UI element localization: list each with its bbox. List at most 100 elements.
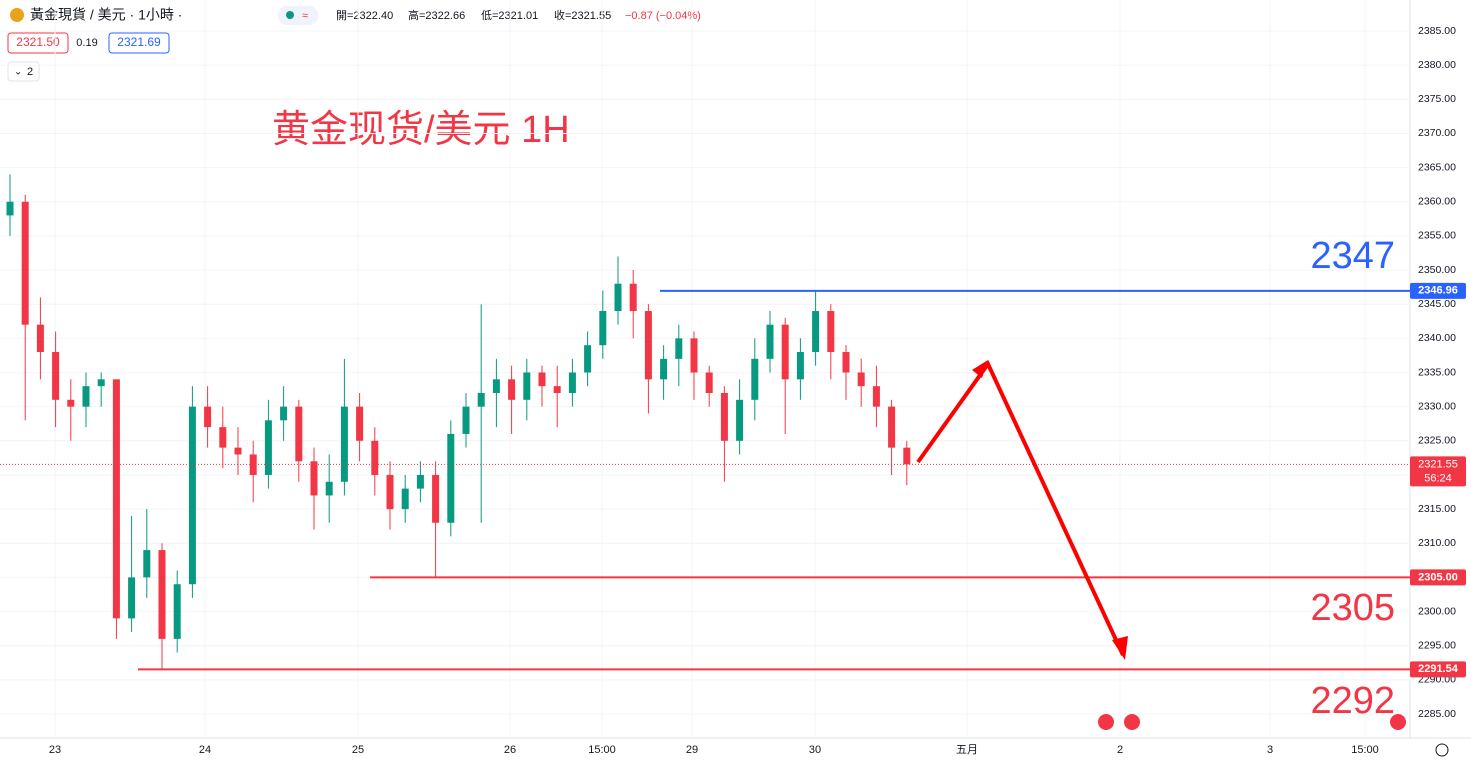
- candle-body: [219, 427, 227, 448]
- candle-body: [386, 474, 394, 510]
- ask-box[interactable]: [108, 32, 170, 54]
- candle-body: [264, 420, 272, 475]
- candle-body: [21, 201, 29, 325]
- candle-body: [371, 440, 379, 475]
- candle-body: [720, 392, 728, 441]
- y-tick-label: 2335.00: [1418, 366, 1456, 378]
- candle-body: [644, 311, 652, 380]
- candle-body: [492, 379, 500, 393]
- y-tick-label: 2310.00: [1418, 537, 1456, 549]
- countdown: 56:24: [1424, 472, 1452, 484]
- y-tick-label: 2340.00: [1418, 332, 1456, 344]
- arrow-head: [972, 360, 988, 378]
- candle-body: [888, 406, 896, 448]
- settings-icon[interactable]: [1435, 743, 1449, 757]
- arrow-head: [1112, 636, 1128, 660]
- ohlc-change: −0.87 (−0.04%): [625, 10, 701, 22]
- y-tick-label: 2375.00: [1418, 93, 1456, 105]
- level-annotation: 2347: [1310, 235, 1395, 277]
- symbol: 黃金現貨 / 美元 · 1小時 ·: [30, 7, 182, 23]
- price-tag-label: 2346.96: [1418, 285, 1458, 297]
- y-tick-label: 2285.00: [1418, 708, 1456, 720]
- level-annotation: 2305: [1310, 587, 1395, 629]
- x-tick-label: 15:00: [588, 744, 616, 756]
- y-tick-label: 2295.00: [1418, 639, 1456, 651]
- candle-body: [356, 406, 364, 441]
- indicator-toggle[interactable]: [7, 61, 40, 82]
- candle-body: [447, 433, 455, 523]
- candle-body: [584, 345, 592, 373]
- forecast-arrow: [916, 360, 1125, 656]
- candle-body: [751, 358, 759, 400]
- y-tick-label: 2380.00: [1418, 59, 1456, 71]
- y-tick-label: 2350.00: [1418, 264, 1456, 276]
- status-icon: ≈: [302, 10, 308, 22]
- candle-body: [188, 406, 196, 585]
- price-tag: [1410, 456, 1466, 487]
- candle-body: [280, 406, 288, 421]
- y-tick-label: 2355.00: [1418, 230, 1456, 242]
- candle-body: [477, 392, 485, 407]
- x-tick-label: 30: [809, 744, 821, 756]
- price-tag-label: 2291.54: [1418, 663, 1459, 675]
- candle-body: [812, 311, 820, 353]
- candle-body: [796, 352, 804, 380]
- y-tick-label: 2370.00: [1418, 127, 1456, 139]
- candle-body: [249, 454, 257, 475]
- x-tick-label: 23: [49, 744, 61, 756]
- candle-body: [432, 474, 440, 523]
- y-tick-label: 2325.00: [1418, 435, 1456, 447]
- x-tick-label: 15:00: [1351, 744, 1379, 756]
- candle-body: [781, 324, 789, 380]
- candle-body: [325, 481, 333, 496]
- x-tick-label: 26: [504, 744, 516, 756]
- chart-title: 黄金现货/美元 1H: [272, 109, 570, 151]
- y-tick-label: 2365.00: [1418, 161, 1456, 173]
- candle-body: [204, 406, 212, 428]
- y-tick-label: 2330.00: [1418, 400, 1456, 412]
- x-tick-label: 25: [352, 744, 364, 756]
- candle-body: [872, 386, 880, 407]
- candle-body: [705, 372, 713, 393]
- candle-body: [143, 550, 151, 578]
- candle-body: [827, 311, 835, 353]
- price-tag-label: 2321.55: [1418, 458, 1458, 470]
- x-tick-label: 24: [199, 744, 211, 756]
- y-tick-label: 2385.00: [1418, 25, 1456, 37]
- chevron: ⌄: [14, 67, 22, 78]
- status-dot: [286, 11, 294, 19]
- price-tag: [1410, 569, 1466, 586]
- event-icon[interactable]: [1388, 712, 1408, 732]
- candle-body: [553, 386, 561, 393]
- candle-body: [766, 324, 774, 359]
- indicator-count: 2: [27, 66, 33, 78]
- spread: 0.19: [76, 37, 97, 49]
- x-tick-label: 五月: [956, 744, 978, 756]
- candle-body: [629, 283, 637, 312]
- symbol-icon: [10, 8, 24, 22]
- candle-body: [97, 379, 105, 387]
- candle-body: [523, 372, 531, 400]
- ohlc-high: 高=2322.66: [408, 8, 465, 22]
- ask: 2321.69: [117, 35, 161, 49]
- event-icon[interactable]: [1122, 712, 1142, 732]
- status-pill: [278, 6, 318, 25]
- candle-body: [128, 577, 136, 619]
- candle-body: [173, 584, 181, 639]
- y-tick-label: 2345.00: [1418, 298, 1456, 310]
- x-tick-label: 29: [686, 744, 698, 756]
- candle-body: [6, 201, 14, 216]
- candle-body: [112, 379, 120, 619]
- candle-body: [675, 338, 683, 359]
- candle-body: [295, 406, 303, 462]
- candle-body: [538, 372, 546, 387]
- event-icon[interactable]: [1096, 712, 1116, 732]
- candle-body: [903, 447, 911, 465]
- bid-box[interactable]: [7, 32, 69, 54]
- candle-body: [568, 372, 576, 393]
- price-tag: [1410, 282, 1466, 299]
- candle-body: [401, 488, 409, 510]
- candle-body: [736, 399, 744, 441]
